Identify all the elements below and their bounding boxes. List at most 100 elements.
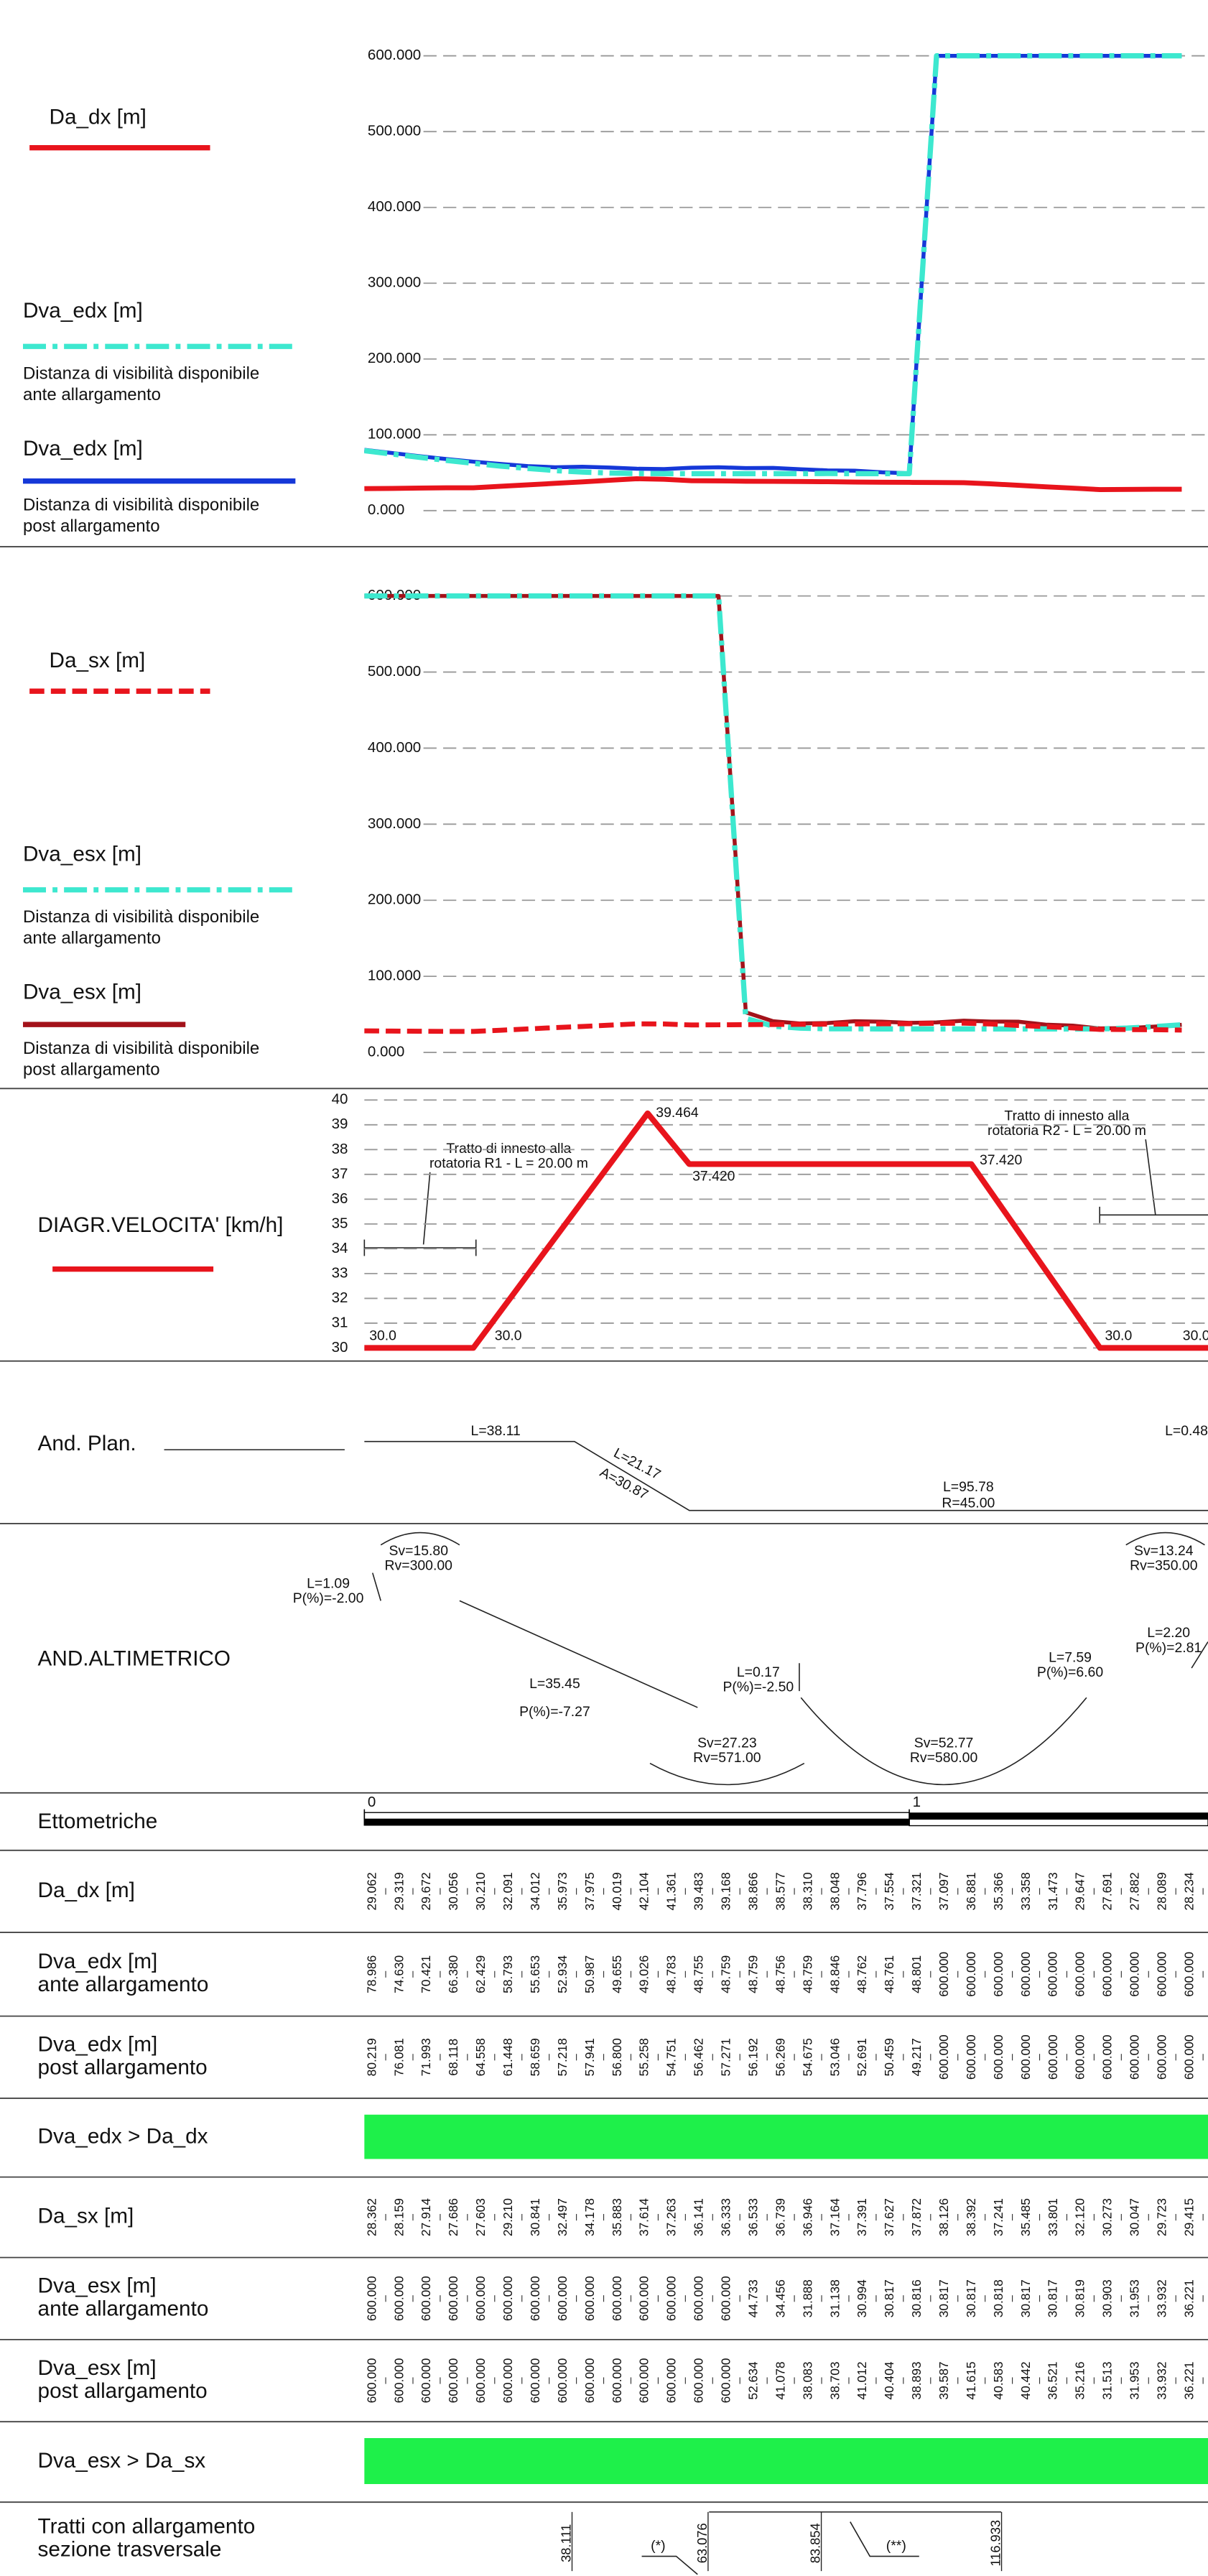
cell-value: 36.333 — [719, 2198, 733, 2236]
cell-value: 27.603 — [473, 2198, 488, 2236]
y-tick-label: 200.000 — [368, 350, 421, 366]
cell-value: 600.000 — [719, 2358, 733, 2404]
legend-note: ante allargamento — [23, 385, 161, 404]
cell-value: 33.358 — [1018, 1872, 1033, 1910]
cell-value: 600.000 — [1073, 2034, 1087, 2080]
cell-value: 48.756 — [773, 1955, 787, 1993]
cell-value: 30.817 — [882, 2279, 896, 2317]
legend-label: Da_dx [m] — [50, 105, 147, 129]
legend-label: Dva_edx [m] — [23, 299, 143, 323]
legend-note: post allargamento — [23, 516, 160, 536]
row-label: post allargamento — [38, 2379, 208, 2403]
data-label: 30.0 — [1183, 1328, 1208, 1344]
cell-value: 48.801 — [909, 1955, 924, 1993]
cell-value: 56.269 — [773, 2038, 787, 2076]
plan-label: R=45.00 — [942, 1496, 995, 1511]
y-tick-label: 100.000 — [368, 968, 421, 984]
cell-value: 600.000 — [419, 2358, 433, 2404]
annotation: rotatoria R1 - L = 20.00 m — [429, 1156, 588, 1172]
cell-value: 37.164 — [827, 2198, 842, 2236]
data-label: 37.420 — [980, 1152, 1023, 1168]
row-label: sezione trasversale — [38, 2537, 222, 2561]
cell-value: 37.627 — [882, 2198, 896, 2236]
vertical-curve — [380, 1532, 460, 1546]
cell-value: 42.104 — [637, 1872, 651, 1910]
cell-value: 600.000 — [528, 2276, 542, 2321]
legend-label: Dva_esx [m] — [23, 981, 141, 1004]
annotation: Tratto di innesto alla — [446, 1141, 571, 1157]
cell-value: 48.846 — [827, 1955, 842, 1993]
y-tick-label: 39 — [332, 1116, 348, 1132]
cell-value: 600.000 — [501, 2358, 515, 2404]
legend-note: ante allargamento — [23, 929, 161, 948]
cell-value: 30.817 — [1046, 2279, 1060, 2317]
cell-value: 37.097 — [937, 1872, 951, 1910]
plan-label: L=0.48 — [1165, 1423, 1208, 1439]
cell-value: 38.048 — [827, 1872, 842, 1910]
note: (*) — [651, 2538, 665, 2554]
cell-value: 41.361 — [664, 1872, 679, 1910]
cell-value: 28.159 — [391, 2198, 406, 2236]
cell-value: 50.459 — [882, 2038, 896, 2076]
profile-label: P(%)=-7.27 — [519, 1704, 590, 1720]
cell-value: 37.614 — [637, 2198, 651, 2236]
station-label: 63.076 — [694, 2523, 710, 2563]
cell-value: 29.062 — [364, 1872, 378, 1910]
legend-note: post allargamento — [23, 1060, 160, 1080]
cell-value: 30.047 — [1128, 2198, 1142, 2236]
plan-label: L=95.78 — [943, 1479, 994, 1495]
cell-value: 600.000 — [582, 2276, 597, 2321]
profile-label: P(%)=6.60 — [1037, 1664, 1103, 1680]
cell-value: 600.000 — [364, 2276, 378, 2321]
cell-value: 600.000 — [610, 2358, 624, 2404]
station-label: 116.933 — [988, 2520, 1003, 2567]
cell-value: 600.000 — [637, 2358, 651, 2404]
cell-value: 600.000 — [391, 2358, 406, 2404]
cell-value: 29.672 — [419, 1872, 433, 1910]
y-tick-label: 37 — [332, 1165, 348, 1182]
cell-value: 37.241 — [991, 2198, 1005, 2236]
cell-value: 48.783 — [664, 1955, 679, 1993]
y-tick-label: 300.000 — [368, 274, 421, 291]
cell-value: 41.078 — [773, 2361, 787, 2399]
profile-label: Sv=27.23 — [697, 1735, 757, 1751]
scale-label: 1 — [913, 1794, 921, 1810]
annotation: Tratto di innesto alla — [1004, 1108, 1129, 1123]
cell-value: 600.000 — [692, 2358, 706, 2404]
cell-value: 38.126 — [937, 2198, 951, 2236]
cell-value: 600.000 — [1018, 1952, 1033, 1997]
cell-value: 31.953 — [1128, 2279, 1142, 2317]
y-tick-label: 40 — [332, 1091, 348, 1108]
cell-value: 31.888 — [800, 2279, 814, 2317]
cell-value: 56.192 — [745, 2038, 760, 2076]
row-label: Da_sx [m] — [38, 2204, 134, 2228]
cell-value: 30.210 — [473, 1872, 488, 1910]
cell-value: 30.903 — [1100, 2279, 1115, 2317]
cell-value: 38.392 — [964, 2198, 978, 2236]
cell-value: 30.273 — [1100, 2198, 1115, 2236]
cell-value: 600.000 — [473, 2276, 488, 2321]
cell-value: 600.000 — [1073, 1952, 1087, 1997]
leader — [641, 2555, 698, 2575]
cell-value: 600.000 — [555, 2358, 570, 2404]
cell-value: 48.761 — [882, 1955, 896, 1993]
cell-value: 68.118 — [446, 2039, 460, 2076]
station-label: 38.111 — [558, 2524, 573, 2562]
profile-label: L=7.59 — [1049, 1650, 1092, 1666]
cell-value: 38.866 — [745, 1872, 760, 1910]
cell-value: 600.000 — [364, 2358, 378, 2404]
cell-value: 36.521 — [1046, 2361, 1060, 2399]
profile — [372, 1532, 1208, 1786]
cell-value: 600.000 — [937, 1952, 951, 1997]
cell-value: 37.321 — [909, 1872, 924, 1910]
y-tick-label: 600.000 — [368, 47, 421, 63]
series-line — [364, 476, 1182, 492]
note: (**) — [886, 2538, 906, 2554]
cell-value: 53.046 — [827, 2038, 842, 2076]
row-label: Dva_edx > Da_dx — [38, 2125, 208, 2149]
leader — [422, 1172, 431, 1245]
cell-value: 40.442 — [1018, 2361, 1033, 2399]
cell-value: 36.221 — [1181, 2361, 1196, 2399]
cell-value: 600.000 — [1046, 1952, 1060, 1997]
